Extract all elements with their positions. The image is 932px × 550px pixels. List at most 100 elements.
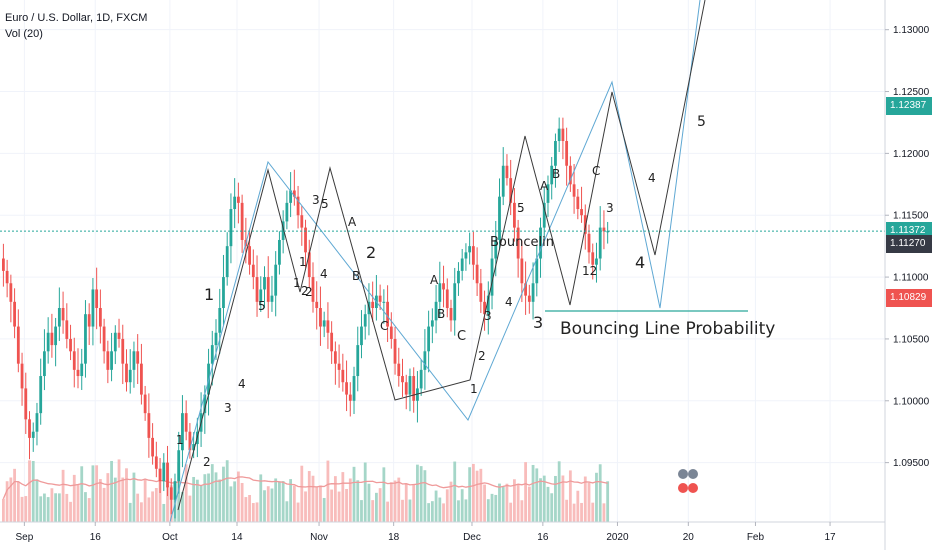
- wave-label: 12: [582, 264, 597, 278]
- candle-body: [203, 394, 207, 414]
- candle-body: [46, 332, 50, 352]
- volume-bar: [449, 481, 453, 522]
- volume-bar: [251, 503, 255, 522]
- time-axis[interactable]: Sep 16 Oct 14 Nov 18 Dec 16 2020 20 Feb 17: [0, 521, 885, 543]
- wave-label: 2: [305, 285, 313, 299]
- candle-body: [442, 283, 445, 290]
- volume-bar: [311, 475, 315, 522]
- volume-bar: [404, 483, 408, 522]
- elliott-wave-trendline-blue: [169, 0, 701, 523]
- candle-body: [285, 202, 289, 222]
- wave-annotation: Bouncing Line Probability: [560, 319, 775, 339]
- candle-body: [524, 283, 527, 296]
- candle-body: [136, 351, 140, 364]
- volume-bar: [20, 496, 24, 522]
- volume-bar: [184, 464, 188, 522]
- candle-body: [43, 351, 46, 377]
- symbol-title[interactable]: Euro / U.S. Dollar, 1D, FXCM: [5, 12, 148, 24]
- volume-bar: [222, 466, 225, 522]
- candle-body: [386, 301, 389, 327]
- candle-body: [554, 141, 557, 166]
- volume-bar: [300, 465, 304, 522]
- volume-bar: [527, 486, 531, 522]
- volume-bar: [91, 465, 95, 522]
- candle-body: [263, 277, 266, 290]
- volume-bar: [199, 485, 203, 522]
- candle-body: [35, 413, 39, 432]
- volume-bar: [490, 493, 494, 522]
- candle-body: [319, 308, 322, 327]
- chart-grid: [0, 0, 885, 522]
- candle-body: [460, 258, 464, 271]
- volume-bar: [210, 464, 214, 522]
- volume-bar: [401, 499, 404, 522]
- event-icons[interactable]: [678, 469, 698, 493]
- candle-body: [184, 413, 188, 432]
- candle-body: [583, 215, 587, 234]
- wave-label: C: [592, 164, 600, 178]
- candle-body: [95, 289, 99, 309]
- candle-body: [132, 351, 136, 370]
- volume-bar: [28, 460, 31, 522]
- volume-bar: [427, 503, 431, 522]
- volume-bar: [143, 479, 147, 522]
- candle-body: [65, 320, 69, 339]
- volume-bar: [315, 486, 319, 522]
- volume-bar: [546, 486, 550, 522]
- volume-bar: [188, 495, 192, 522]
- volume-bar: [360, 500, 363, 522]
- candle-body: [106, 351, 110, 370]
- candle-body: [401, 376, 404, 383]
- volume-bar: [80, 466, 84, 522]
- candle-body: [251, 264, 255, 278]
- volume-bar: [326, 460, 330, 522]
- candle-body: [322, 320, 326, 327]
- volume-bar: [207, 473, 210, 522]
- price-tick-label: 1.10500: [893, 334, 930, 345]
- candle-body: [158, 468, 162, 482]
- candle-body: [110, 351, 113, 370]
- candle-body: [13, 301, 16, 327]
- volume-bar: [102, 487, 106, 522]
- volume-bar: [345, 488, 348, 522]
- volume-bar: [181, 491, 184, 522]
- wave-annotation: Bouncelin: [490, 235, 554, 250]
- candle-body: [57, 308, 61, 327]
- candle-body: [382, 301, 386, 303]
- candle-body: [516, 227, 520, 259]
- volume-bar: [580, 502, 583, 522]
- candle-body: [91, 289, 95, 327]
- candle-body: [345, 382, 348, 395]
- wave-label: 1: [470, 382, 478, 396]
- volume-bar: [154, 487, 158, 522]
- candle-body: [162, 462, 166, 482]
- candle-body: [20, 363, 24, 389]
- volume-bar: [516, 484, 520, 522]
- candle-body: [542, 202, 546, 228]
- wave-label: 3: [224, 401, 232, 415]
- volume-bar: [2, 498, 5, 522]
- wave-annotation: 2: [366, 243, 376, 262]
- time-tick-label: 2020: [606, 532, 629, 543]
- volume-bar: [31, 460, 35, 522]
- volume-bar: [587, 482, 591, 522]
- volume-bar: [382, 467, 386, 522]
- wave-label: B: [352, 269, 360, 283]
- candle-body: [557, 128, 561, 142]
- candle-body: [151, 437, 154, 457]
- volume-bar: [531, 464, 535, 522]
- wave-label: 1: [176, 433, 184, 447]
- volume-bar: [464, 499, 468, 522]
- volume-bar: [218, 479, 222, 522]
- volume-title[interactable]: Vol (20): [5, 28, 43, 40]
- volume-bar: [128, 502, 132, 522]
- volume-bar: [248, 494, 251, 522]
- volume-bar: [244, 497, 248, 522]
- candle-body: [531, 283, 535, 302]
- price-axis[interactable]: 1.13000 1.12500 1.12000 1.11500 1.11000 1.105…: [884, 0, 930, 550]
- candle-body: [498, 196, 501, 240]
- volume-bar: [57, 493, 61, 522]
- candle-body: [54, 326, 58, 346]
- volume-bar: [330, 489, 334, 522]
